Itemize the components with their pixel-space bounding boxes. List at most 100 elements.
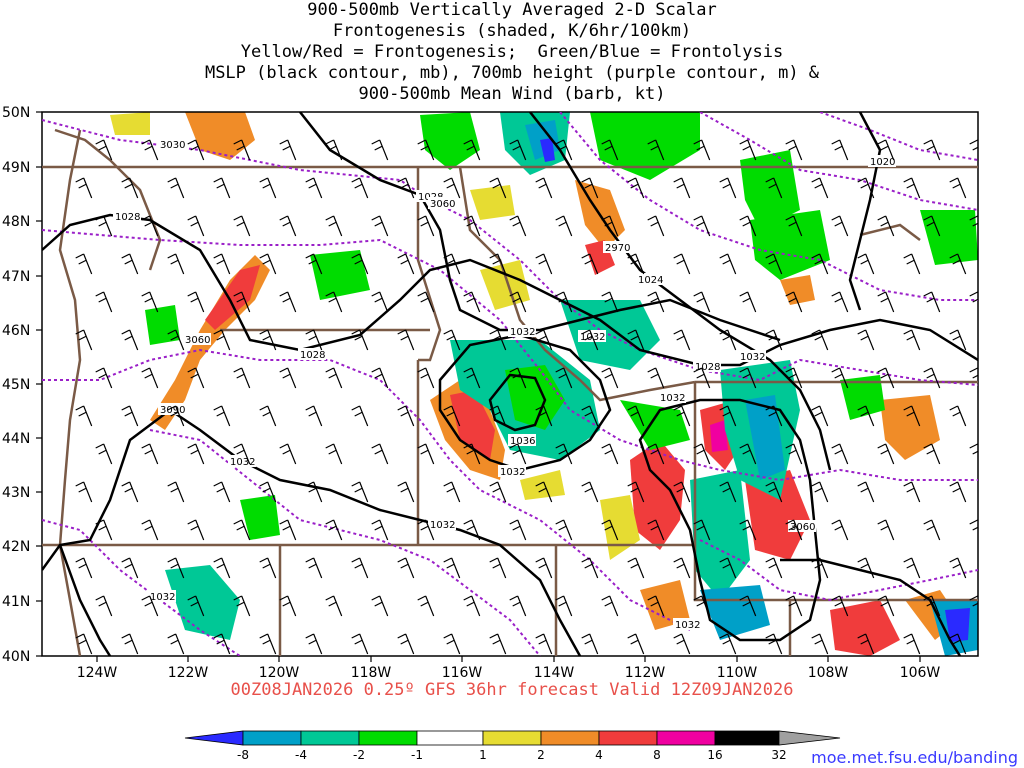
wind-barb (233, 215, 251, 237)
wind-barb (903, 253, 921, 275)
wind-barb (765, 253, 783, 275)
wind-barb (693, 443, 711, 465)
wind-barb (857, 557, 875, 579)
wind-barb (325, 139, 343, 161)
wind-barb (305, 481, 323, 503)
wind-barb (627, 253, 645, 275)
wind-barb (949, 405, 967, 427)
colorbar-segment (358, 730, 418, 746)
mslp-label: 1028 (115, 212, 140, 223)
wind-barb (509, 443, 527, 465)
wind-barb (601, 367, 619, 389)
wind-barb (555, 139, 573, 161)
wind-barb (351, 557, 369, 579)
wind-barb (397, 481, 415, 503)
wind-barb (187, 519, 205, 541)
wind-barb (417, 443, 435, 465)
wind-barb (627, 481, 645, 503)
lat-label: 41N (2, 594, 30, 610)
wind-barb (121, 329, 139, 351)
lat-label: 45N (2, 377, 30, 393)
wind-barb (903, 633, 921, 655)
wind-barb (509, 215, 527, 237)
height-label: 3090 (160, 405, 185, 416)
mslp-label: 1032 (510, 327, 535, 338)
wind-barb (121, 633, 139, 655)
wind-barb (739, 139, 757, 161)
wind-barb (627, 329, 645, 351)
wind-barb (673, 253, 691, 275)
wind-barb (75, 329, 93, 351)
wind-barb (167, 329, 185, 351)
wind-barb (371, 519, 389, 541)
wind-barb (581, 633, 599, 655)
wind-barb (443, 405, 461, 427)
wind-barb (325, 215, 343, 237)
wind-barb (213, 557, 231, 579)
wind-barb (141, 215, 159, 237)
wind-barb (167, 253, 185, 275)
wind-barb (121, 405, 139, 427)
wind-barb (489, 177, 507, 199)
wind-barb (647, 367, 665, 389)
wind-barb (673, 405, 691, 427)
wind-barb (831, 215, 849, 237)
wind-barb (187, 443, 205, 465)
wind-barb (535, 329, 553, 351)
colorbar-label: 1 (479, 748, 487, 762)
wind-barb (647, 215, 665, 237)
wind-barb (259, 405, 277, 427)
wind-barb (141, 519, 159, 541)
valid-time-label: 00Z08JAN2026 0.25º GFS 36hr forecast Val… (230, 680, 794, 700)
wind-barb (969, 139, 978, 151)
wind-barb (877, 139, 895, 161)
mslp-label: 1032 (500, 467, 525, 478)
wind-barb (233, 595, 251, 617)
wind-barb (949, 557, 967, 579)
lon-label: 120W (259, 665, 300, 681)
lat-label: 44N (2, 431, 30, 447)
wind-barb (765, 557, 783, 579)
wind-barb (305, 405, 323, 427)
wind-barb (233, 291, 251, 313)
wind-barb (765, 329, 783, 351)
wind-barb (903, 329, 921, 351)
mslp-label: 1032 (675, 620, 700, 631)
wind-barb (857, 253, 875, 275)
wind-barb (693, 595, 711, 617)
wind-barb (719, 177, 737, 199)
wind-barb (811, 633, 829, 655)
wind-barb (417, 367, 435, 389)
latitude-labels: 50N 49N 48N 47N 46N 45N 44N 43N 42N 41N … (2, 105, 30, 665)
lon-label: 108W (808, 665, 849, 681)
title-line-2: Frontogenesis (shaded, K/6hr/100km) (332, 21, 692, 41)
wind-barb (831, 367, 849, 389)
wind-barb (75, 177, 93, 199)
wind-barb (555, 291, 573, 313)
wind-barb (443, 481, 461, 503)
wind-barb (647, 443, 665, 465)
wind-barb (259, 253, 277, 275)
wind-barb (121, 253, 139, 275)
wind-barb (509, 291, 527, 313)
wind-barb (719, 557, 737, 579)
wind-barb (535, 633, 553, 655)
mslp-label: 1032 (150, 592, 175, 603)
wind-barb (535, 405, 553, 427)
wind-barb (75, 633, 93, 655)
wind-barb (141, 443, 159, 465)
source-credit-link[interactable]: moe.met.fsu.edu/banding (811, 748, 1018, 767)
wind-barb (923, 519, 941, 541)
wind-barb (141, 367, 159, 389)
wind-barb (325, 443, 343, 465)
wind-barb (555, 519, 573, 541)
lon-label: 110W (717, 665, 758, 681)
wind-barb (279, 139, 297, 161)
wind-barb (969, 215, 978, 227)
lon-label: 112W (625, 665, 666, 681)
wind-barb (213, 177, 231, 199)
wind-barb (489, 253, 507, 275)
wind-barb (627, 177, 645, 199)
lon-label: 116W (442, 665, 483, 681)
